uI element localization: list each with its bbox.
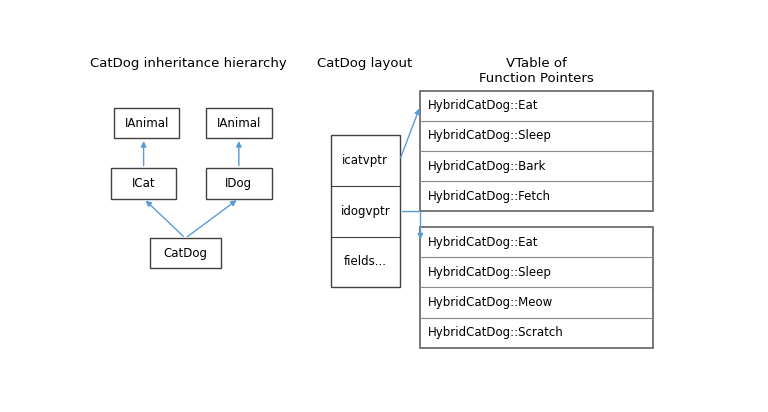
Bar [150,238,221,268]
Bar [420,227,653,348]
Text: HybridCatDog::Fetch: HybridCatDog::Fetch [428,190,551,203]
Text: idogvptr: idogvptr [340,205,390,218]
Text: HybridCatDog::Sleep: HybridCatDog::Sleep [428,266,551,279]
Text: HybridCatDog::Scratch: HybridCatDog::Scratch [428,326,563,339]
Text: IAnimal: IAnimal [217,117,261,130]
Text: HybridCatDog::Eat: HybridCatDog::Eat [428,99,538,112]
Text: IDog: IDog [225,177,253,190]
Text: HybridCatDog::Meow: HybridCatDog::Meow [428,296,553,309]
Bar [206,169,272,199]
Text: CatDog: CatDog [164,247,207,260]
Text: HybridCatDog::Eat: HybridCatDog::Eat [428,236,538,249]
Text: ICat: ICat [132,177,155,190]
Text: CatDog inheritance hierarchy: CatDog inheritance hierarchy [90,57,286,70]
Bar [114,108,179,138]
Text: VTable of
Function Pointers: VTable of Function Pointers [479,57,594,85]
Bar [111,169,177,199]
Text: HybridCatDog::Bark: HybridCatDog::Bark [428,159,546,173]
Text: IAnimal: IAnimal [124,117,169,130]
Bar [331,135,399,288]
Text: CatDog layout: CatDog layout [317,57,412,70]
Bar [206,108,272,138]
Bar [420,91,653,211]
Text: icatvptr: icatvptr [343,154,389,167]
Text: HybridCatDog::Sleep: HybridCatDog::Sleep [428,129,551,143]
Text: fields...: fields... [344,255,387,269]
